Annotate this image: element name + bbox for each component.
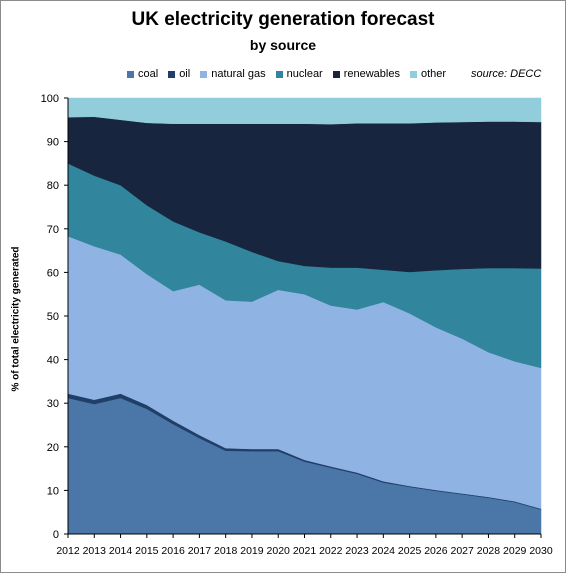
legend-item: natural gas — [200, 68, 266, 80]
x-tick-label: 2019 — [240, 545, 264, 557]
chart-title: UK electricity generation forecast — [131, 9, 435, 30]
x-tick-label: 2029 — [503, 545, 527, 557]
x-tick-label: 2023 — [345, 545, 369, 557]
x-tick-label: 2012 — [56, 545, 80, 557]
x-tick-label: 2013 — [83, 545, 107, 557]
legend-label: other — [420, 68, 447, 80]
legend-swatch — [168, 70, 176, 78]
x-tick-label: 2026 — [424, 545, 448, 557]
y-tick-label: 80 — [47, 180, 59, 192]
x-tick-label: 2014 — [109, 545, 133, 557]
y-tick-label: 50 — [47, 311, 59, 323]
x-tick-label: 2017 — [188, 545, 212, 557]
y-tick-label: 90 — [47, 137, 59, 149]
x-tick-label: 2028 — [477, 545, 501, 557]
x-tick-label: 2020 — [267, 545, 291, 557]
x-tick-label: 2027 — [450, 545, 474, 557]
x-tick-label: 2018 — [214, 545, 238, 557]
x-tick-label: 2025 — [398, 545, 422, 557]
legend-swatch — [332, 70, 340, 78]
legend-label: coal — [138, 68, 159, 80]
x-tick-label: 2022 — [319, 545, 343, 557]
x-tick-label: 2021 — [293, 545, 317, 557]
y-tick-label: 20 — [47, 442, 59, 454]
y-tick-label: 70 — [47, 224, 59, 236]
y-tick-label: 40 — [47, 355, 59, 367]
legend: coal oil natural gas nuclear renewables other — [127, 68, 456, 80]
legend-label: nuclear — [286, 68, 323, 80]
legend-item: other — [409, 68, 447, 80]
y-tick-label: 100 — [41, 93, 59, 105]
legend-swatch — [127, 70, 134, 78]
source-note: source: DECC — [471, 68, 542, 80]
y-tick-label: 0 — [53, 529, 59, 541]
y-tick-label: 30 — [47, 398, 59, 410]
x-tick-label: 2015 — [135, 545, 159, 557]
area-other — [67, 97, 542, 125]
legend-item: coal — [127, 68, 158, 80]
legend-label: natural gas — [211, 68, 266, 80]
x-tick-label: 2030 — [529, 545, 553, 557]
legend-swatch — [409, 70, 417, 78]
legend-item: nuclear — [275, 68, 323, 80]
y-tick-label: 60 — [47, 267, 59, 279]
legend-swatch — [275, 70, 283, 78]
legend-label: renewables — [343, 68, 400, 80]
y-tick-label: 10 — [47, 485, 59, 497]
legend-item: renewables — [332, 68, 400, 80]
x-tick-label: 2024 — [372, 545, 396, 557]
legend-swatch — [200, 70, 208, 78]
legend-label: oil — [179, 68, 191, 80]
chart-subtitle: by source — [249, 37, 317, 53]
legend-item: oil — [168, 68, 190, 80]
x-tick-label: 2016 — [161, 545, 185, 557]
